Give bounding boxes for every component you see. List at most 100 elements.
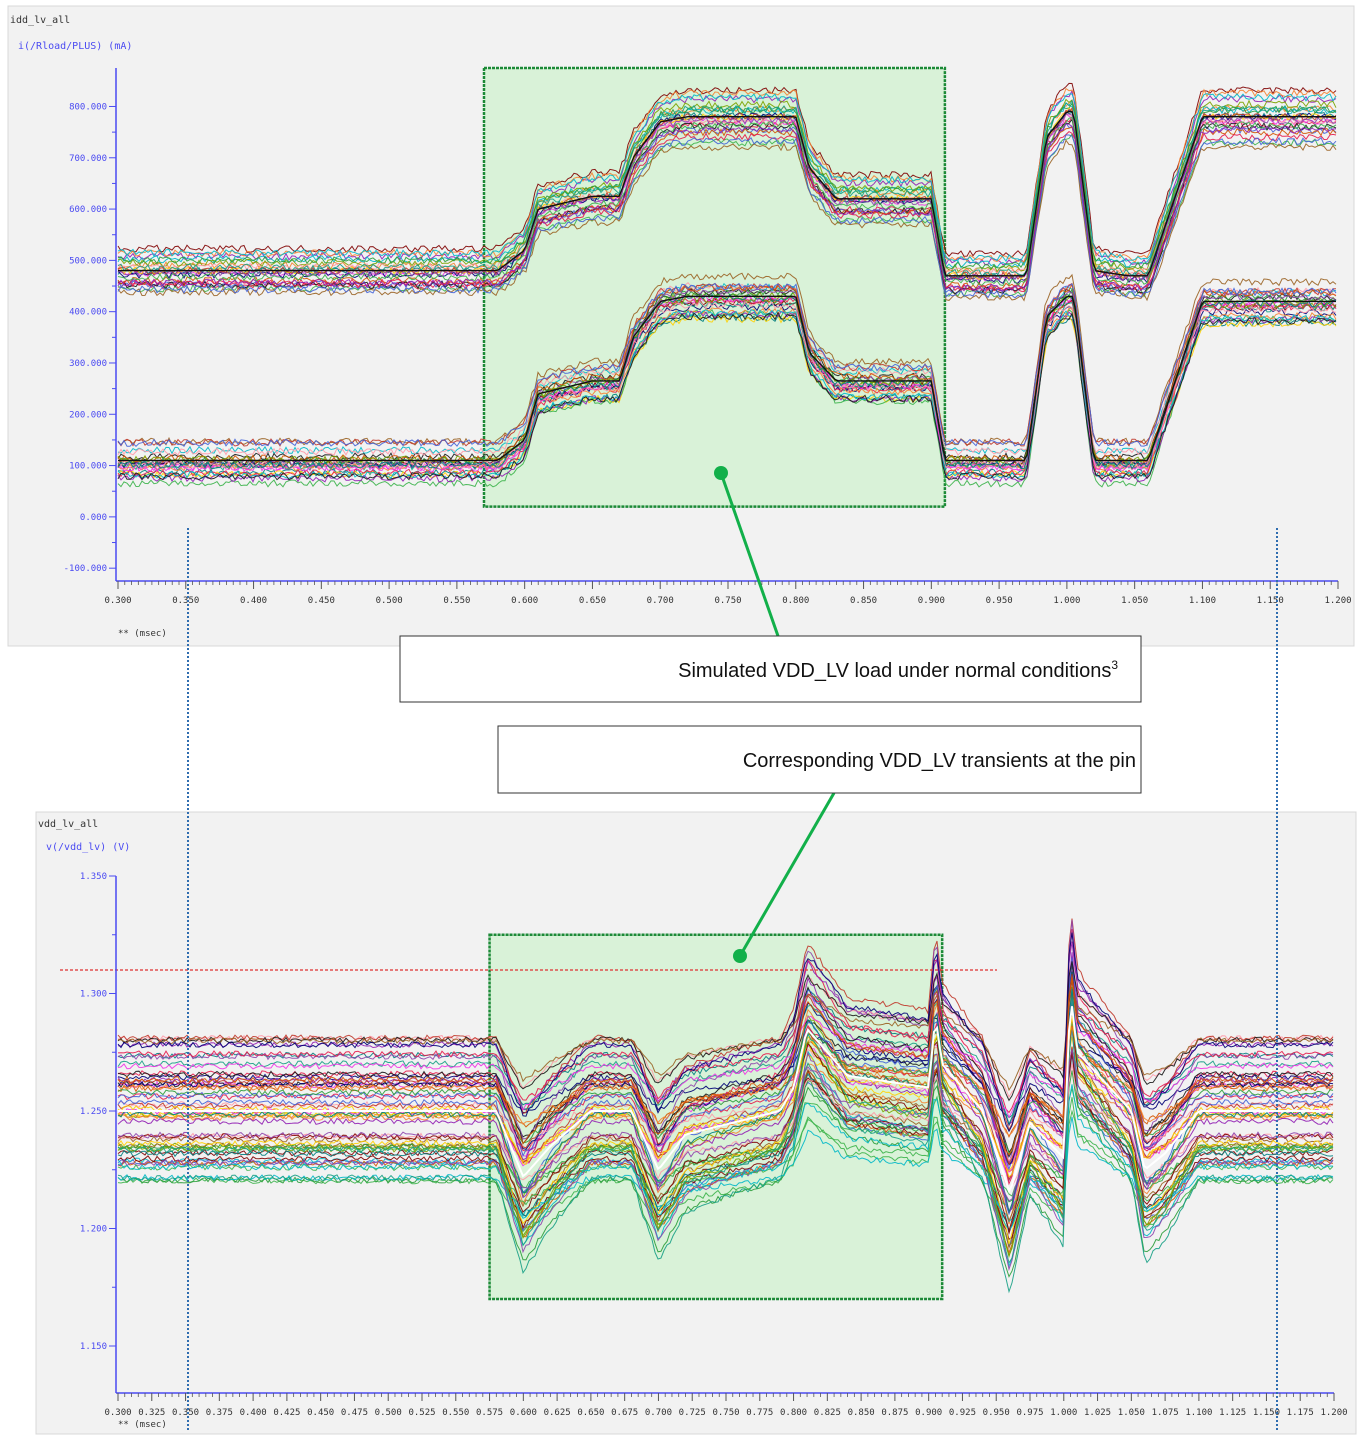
bottom-x-tick-label: 1.025 xyxy=(1084,1408,1111,1418)
top-trace-0-7 xyxy=(118,98,1337,273)
bottom-x-tick-label: 1.000 xyxy=(1050,1408,1077,1418)
top-axes: -100.000 0.000 100.000 200.000 300.000 400.00… xyxy=(64,68,1352,606)
bottom-trace-0-50 xyxy=(117,989,1333,1214)
top-x-tick-label: 1.200 xyxy=(1324,596,1351,606)
bottom-x-tick-label: 0.875 xyxy=(881,1408,908,1418)
bottom-trace-0-21 xyxy=(117,1088,1334,1197)
top-trace-1-25 xyxy=(117,293,1337,470)
top-x-tick-label: 0.900 xyxy=(918,596,945,606)
bottom-trace-0-51 xyxy=(117,980,1334,1092)
bottom-trace-0-3 xyxy=(117,1048,1334,1173)
top-chart-name: idd_lv_all xyxy=(10,15,70,26)
transients-callout-text: Corresponding VDD_LV transients at the p… xyxy=(743,750,1136,772)
top-x-tick-label: 1.100 xyxy=(1189,596,1216,606)
bottom-trace-0-56 xyxy=(117,974,1334,1166)
top-x-tick-label: 0.350 xyxy=(172,596,199,606)
bottom-trace-0-41 xyxy=(117,1109,1334,1212)
bottom-traces xyxy=(117,918,1334,1294)
bottom-y-tick-label: 1.200 xyxy=(80,1225,107,1235)
top-y-tick-label: -100.000 xyxy=(64,564,107,574)
bottom-x-tick-label: 0.500 xyxy=(375,1408,402,1418)
top-trace-1-20 xyxy=(117,309,1337,480)
bottom-x-tick-label: 0.800 xyxy=(780,1408,807,1418)
bottom-trace-0-30 xyxy=(117,1050,1334,1233)
bottom-x-tick-label: 0.750 xyxy=(712,1408,739,1418)
bottom-x-tick-label: 0.350 xyxy=(172,1408,199,1418)
bottom-x-tick-label: 0.450 xyxy=(307,1408,334,1418)
bottom-nominal-0 xyxy=(118,1006,1333,1194)
bottom-trace-0-42 xyxy=(117,957,1334,1216)
top-x-tick-label: 0.700 xyxy=(647,596,674,606)
bottom-x-tick-label: 1.200 xyxy=(1320,1408,1347,1418)
load-callout-leader xyxy=(719,472,780,637)
bottom-trace-0-17 xyxy=(117,919,1334,1164)
top-trace-0-3 xyxy=(117,99,1337,275)
bottom-trace-0-28 xyxy=(117,963,1334,1158)
top-traces xyxy=(117,82,1337,488)
top-x-tick-label: 0.550 xyxy=(443,596,470,606)
bottom-trace-0-54 xyxy=(117,932,1334,1133)
top-x-tick-label: 0.400 xyxy=(240,596,267,606)
top-nominal-1 xyxy=(118,295,1336,462)
top-x-tick-label: 1.000 xyxy=(1053,596,1080,606)
top-chart-panel: idd_lv_all i(/Rload/PLUS) (mA) ** (msec)… xyxy=(7,5,1355,647)
transients-callout-leader xyxy=(738,792,836,957)
transients-callout: Corresponding VDD_LV transients at the p… xyxy=(497,725,1142,963)
top-y-tick-label: 600.000 xyxy=(69,205,107,215)
bottom-trace-0-13 xyxy=(117,1048,1334,1278)
top-trace-0-20 xyxy=(117,130,1337,292)
top-x-tick-label: 0.650 xyxy=(579,596,606,606)
bottom-x-tick-label: 0.725 xyxy=(679,1408,706,1418)
load-callout: Simulated VDD_LV load under normal condi… xyxy=(399,466,1142,703)
load-callout-box xyxy=(399,635,1142,703)
bottom-chart-x-unit: ** (msec) xyxy=(118,1420,167,1430)
top-trace-0-25 xyxy=(117,92,1337,263)
bottom-x-tick-label: 1.175 xyxy=(1287,1408,1314,1418)
top-x-tick-label: 0.950 xyxy=(986,596,1013,606)
bottom-trace-0-43 xyxy=(117,1026,1334,1136)
bottom-x-tick-label: 0.850 xyxy=(848,1408,875,1418)
bottom-trace-0-35 xyxy=(117,1011,1334,1245)
bottom-x-tick-label: 0.625 xyxy=(544,1408,571,1418)
bottom-x-tick-label: 0.325 xyxy=(138,1408,165,1418)
bottom-y-tick-label: 1.150 xyxy=(80,1342,107,1352)
bottom-trace-0-44 xyxy=(117,1001,1334,1213)
top-trace-1-0 xyxy=(117,282,1337,455)
bottom-x-tick-label: 0.425 xyxy=(273,1408,300,1418)
top-x-tick-label: 0.800 xyxy=(782,596,809,606)
bottom-x-tick-label: 0.700 xyxy=(645,1408,672,1418)
bottom-highlight-region xyxy=(488,933,944,1301)
top-y-tick-label: 700.000 xyxy=(69,154,107,164)
bottom-trace-0-5 xyxy=(117,1022,1334,1268)
bottom-trace-0-59 xyxy=(117,977,1334,1156)
bottom-x-tick-label: 0.650 xyxy=(577,1408,604,1418)
bottom-trace-0-38 xyxy=(117,1024,1334,1294)
bottom-x-tick-label: 0.575 xyxy=(476,1408,503,1418)
bottom-x-tick-label: 1.100 xyxy=(1185,1408,1212,1418)
top-chart-signal: i(/Rload/PLUS) (mA) xyxy=(18,41,132,52)
top-trace-1-4 xyxy=(117,282,1337,457)
bottom-x-tick-label: 0.975 xyxy=(1016,1408,1043,1418)
top-x-tick-label: 0.500 xyxy=(376,596,403,606)
top-trace-1-17 xyxy=(117,282,1337,448)
bottom-x-tick-label: 1.050 xyxy=(1118,1408,1145,1418)
top-x-tick-label: 1.150 xyxy=(1257,596,1284,606)
bottom-x-tick-label: 0.925 xyxy=(949,1408,976,1418)
bottom-x-tick-label: 1.075 xyxy=(1152,1408,1179,1418)
bottom-trace-0-45 xyxy=(117,1084,1334,1231)
top-trace-0-23 xyxy=(117,87,1337,263)
top-y-tick-label: 200.000 xyxy=(69,410,107,420)
bottom-x-tick-label: 0.825 xyxy=(814,1408,841,1418)
bottom-x-tick-label: 0.300 xyxy=(104,1408,131,1418)
bottom-x-tick-label: 0.475 xyxy=(341,1408,368,1418)
bottom-x-tick-label: 0.675 xyxy=(611,1408,638,1418)
top-trace-0-24 xyxy=(117,123,1337,292)
top-x-tick-label: 1.050 xyxy=(1121,596,1148,606)
top-trace-0-13 xyxy=(117,102,1337,270)
bottom-chart-panel: vdd_lv_all v(/vdd_lv) (V) ** (msec) 1.15… xyxy=(35,811,1357,1435)
bottom-trace-0-58 xyxy=(117,997,1334,1264)
transients-callout-dot xyxy=(733,949,747,963)
top-trace-1-6 xyxy=(117,272,1337,447)
load-callout-dot xyxy=(714,466,728,480)
bottom-x-tick-label: 0.900 xyxy=(915,1408,942,1418)
